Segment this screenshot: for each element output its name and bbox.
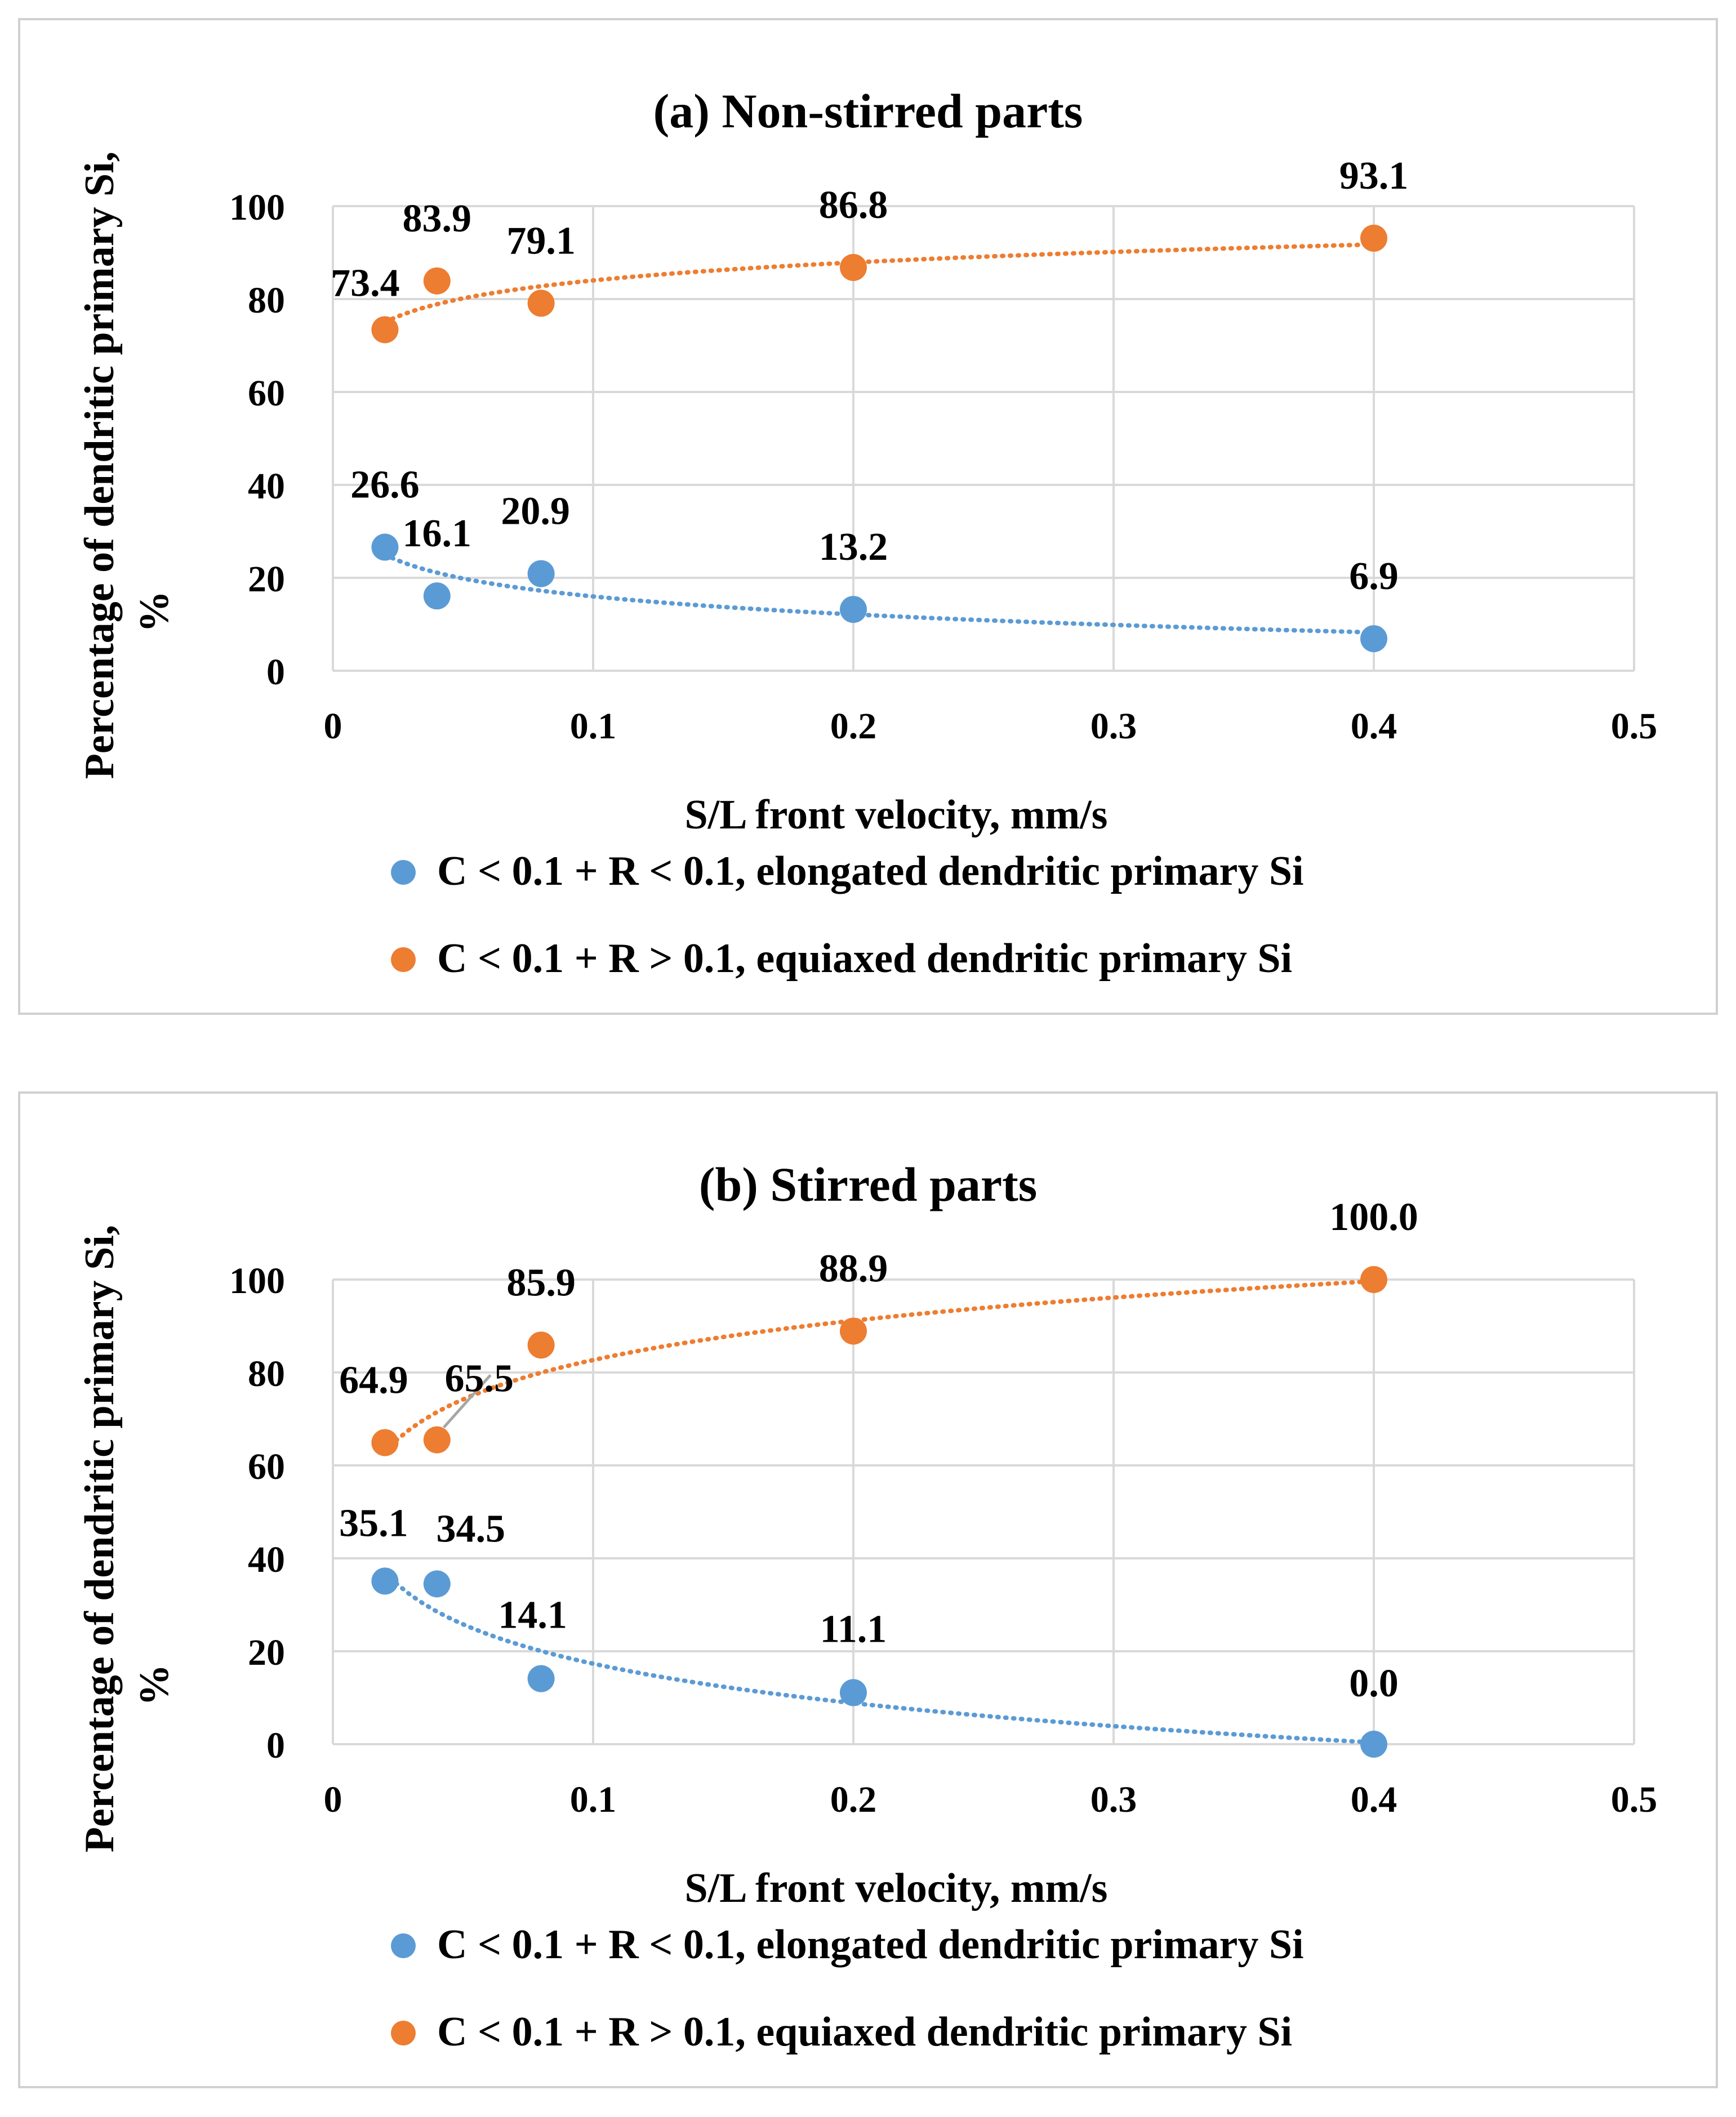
data-label: 86.8 [819,184,888,227]
data-label: 64.9 [339,1359,408,1402]
y-tick-label: 80 [248,1353,285,1394]
x-tick-label: 0.5 [1611,706,1658,747]
data-point [423,1426,451,1454]
x-tick-label: 0.1 [570,706,617,747]
data-point [840,253,867,281]
y-tick-label: 20 [248,559,285,600]
y-axis-label: Percentage of dendritic primary Si, [77,151,123,779]
legend-marker [391,2021,416,2045]
y-axis-label-unit: % [131,591,177,632]
chart-non-stirred-svg: (a) Non-stirred parts 0 20 40 60 80 100 0 0.1 0.2… [77,84,1658,982]
data-label: 93.1 [1339,154,1409,198]
data-label: 14.1 [498,1594,567,1637]
data-label: 16.1 [403,512,472,555]
x-tick-label: 0.2 [830,1779,877,1820]
y-axis-label: Percentage of dendritic primary Si, [77,1225,123,1853]
x-tick-label: 0 [324,1779,342,1820]
data-label: 83.9 [403,197,472,240]
data-point [1360,625,1387,653]
data-label: 65.5 [445,1357,514,1401]
x-tick-label: 0.4 [1351,1779,1397,1820]
data-label: 20.9 [501,490,570,533]
legend-marker [391,947,416,972]
data-point [371,316,399,344]
trendline-series-1 [382,242,1376,324]
y-axis-label-unit: % [131,1664,177,1706]
y-tick-label: 100 [229,187,285,228]
data-point [1360,1731,1387,1758]
trendline-series-0 [382,1570,1376,1745]
data-point [527,289,555,317]
data-label: 13.2 [819,525,888,569]
legend-label: C < 0.1 + R > 0.1, equiaxed dendritic pr… [437,2009,1292,2055]
trendline-series-1 [382,1279,1376,1454]
y-tick-label: 60 [248,373,285,414]
data-point [423,582,451,610]
x-tick-label: 0.1 [570,1779,617,1820]
x-tick-label: 0.2 [830,706,877,747]
y-tick-label: 80 [248,280,285,321]
data-label: 79.1 [506,219,576,262]
data-label: 73.4 [331,261,400,305]
data-label: 35.1 [339,1501,408,1545]
chart-title: (a) Non-stirred parts [653,84,1083,138]
y-tick-label: 0 [266,1725,285,1766]
data-label: 88.9 [819,1247,888,1291]
data-point [840,1679,867,1706]
data-point [1360,1266,1387,1293]
y-tick-label: 60 [248,1446,285,1487]
chart-panel-non-stirred: (a) Non-stirred parts 0 20 40 60 80 100 0 0.1 0.2… [18,18,1718,1015]
y-tick-label: 40 [248,1539,285,1580]
legend-marker [391,860,416,885]
trendline-series-0 [382,552,1376,635]
x-tick-label: 0.3 [1090,1779,1137,1820]
legend-marker [391,1933,416,1958]
data-label: 34.5 [437,1507,506,1550]
data-label: 26.6 [350,463,420,507]
data-point [527,560,555,587]
legend-label: C < 0.1 + R > 0.1, equiaxed dendritic pr… [437,935,1292,982]
data-label: 0.0 [1349,1662,1399,1705]
data-point [371,533,399,561]
y-tick-label: 40 [248,466,285,507]
legend-label: C < 0.1 + R < 0.1, elongated dendritic p… [437,1922,1304,1968]
x-tick-label: 0 [324,706,342,747]
data-label: 6.9 [1349,555,1399,598]
data-label: 11.1 [820,1607,887,1651]
data-point [371,1567,399,1595]
x-axis-label: S/L front velocity, mm/s [685,1865,1108,1911]
x-tick-label: 0.4 [1351,706,1397,747]
y-tick-label: 100 [229,1260,285,1302]
x-tick-label: 0.3 [1090,706,1137,747]
data-point [423,267,451,295]
x-axis-label: S/L front velocity, mm/s [685,792,1108,838]
chart-panel-stirred: (b) Stirred parts 0 20 40 60 80 100 0 0.1 0.2 0.3 0… [18,1091,1718,2088]
data-point [527,1331,555,1359]
legend-label: C < 0.1 + R < 0.1, elongated dendritic p… [437,848,1304,894]
data-point [1360,224,1387,252]
data-label-leader-line [442,1374,492,1429]
x-tick-label: 0.5 [1611,1779,1658,1820]
data-point [840,1317,867,1345]
y-tick-label: 0 [266,652,285,693]
data-point [371,1429,399,1456]
y-tick-label: 20 [248,1632,285,1673]
data-point [840,596,867,623]
data-label: 100.0 [1329,1196,1418,1239]
chart-stirred-svg: (b) Stirred parts 0 20 40 60 80 100 0 0.1 0.2 0.3 0… [77,1157,1658,2055]
data-point [527,1665,555,1692]
data-label: 85.9 [506,1261,576,1304]
chart-title: (b) Stirred parts [699,1157,1037,1211]
data-point [423,1570,451,1598]
